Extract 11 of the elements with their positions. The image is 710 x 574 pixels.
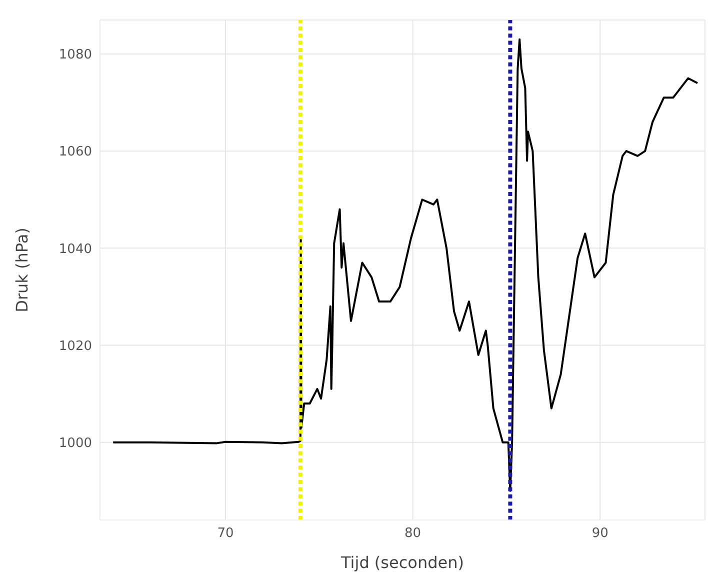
y-tick-label: 1020: [58, 338, 92, 354]
x-tick-label: 80: [404, 526, 422, 542]
x-axis-title: Tijd (seconden): [340, 553, 464, 572]
y-tick-label: 1040: [58, 242, 92, 257]
x-tick-label: 70: [217, 526, 234, 542]
x-tick-label: 90: [592, 526, 608, 542]
y-tick-label: 1080: [58, 48, 92, 63]
y-axis-title: Druk (hPa): [12, 228, 32, 312]
y-tick-label: 1060: [58, 144, 92, 160]
y-tick-label: 1000: [58, 436, 92, 451]
line-series: [112, 38, 699, 492]
